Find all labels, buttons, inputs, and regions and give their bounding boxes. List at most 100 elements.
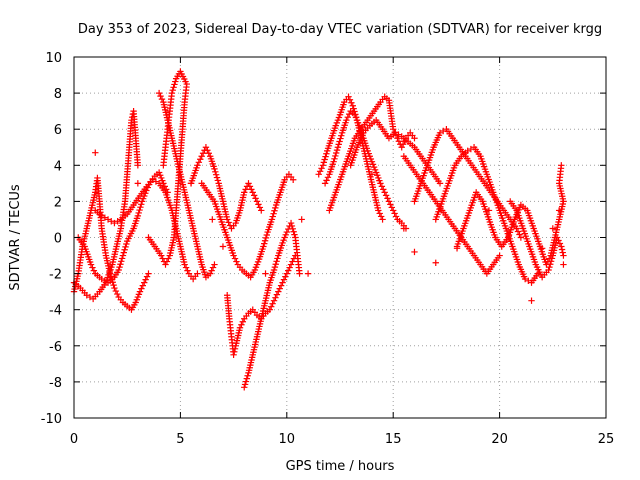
data-point: [283, 270, 290, 277]
data-point-fill: [208, 267, 215, 274]
outlier-point: [549, 225, 556, 232]
data-point-fill: [336, 138, 343, 145]
data-point-fill: [231, 348, 238, 356]
y-tick-label: 4: [54, 159, 62, 174]
data-point-fill: [250, 192, 258, 199]
data-point-fill: [136, 206, 143, 214]
data-point: [517, 234, 525, 241]
data-point-fill: [274, 255, 281, 262]
data-point: [268, 216, 276, 223]
data-point: [224, 216, 231, 223]
data-point: [558, 243, 565, 250]
data-point-fill: [514, 228, 522, 235]
data-point: [115, 266, 122, 274]
data-point: [390, 126, 397, 133]
data-point-fill: [387, 201, 394, 208]
data-point-fill: [143, 273, 151, 280]
data-point-fill: [399, 141, 407, 148]
data-point: [119, 252, 127, 259]
data-point-fill: [332, 149, 340, 157]
data-point: [513, 225, 520, 232]
y-tick-label: -6: [49, 340, 62, 355]
data-point-fill: [165, 255, 172, 262]
data-point: [321, 180, 329, 187]
data-point-fill: [277, 282, 285, 289]
data-point: [145, 270, 152, 277]
data-point: [315, 171, 322, 178]
data-point: [111, 284, 118, 292]
y-tick-label: 6: [54, 123, 62, 138]
data-point-fill: [204, 147, 211, 154]
outlier-point: [304, 270, 312, 277]
data-point: [87, 261, 95, 268]
data-point: [553, 234, 561, 241]
outlier-point: [432, 259, 439, 266]
data-point-fill: [333, 146, 341, 154]
data-point-fill: [380, 186, 387, 193]
x-tick-label: 15: [385, 432, 402, 447]
data-point-fill: [288, 222, 296, 230]
data-point-fill: [348, 99, 355, 106]
data-point-fill: [395, 138, 403, 145]
data-point: [136, 288, 144, 295]
data-point-fill: [120, 249, 127, 256]
data-point-fill: [332, 152, 339, 160]
data-point-fill: [272, 294, 279, 301]
data-point-fill: [123, 240, 130, 248]
data-point: [230, 351, 237, 359]
data-point: [283, 228, 290, 236]
data-point-fill: [231, 345, 239, 353]
data-point: [411, 135, 418, 142]
y-tick-label: -4: [49, 304, 62, 319]
data-point: [141, 279, 148, 286]
data-point-fill: [270, 210, 277, 217]
data-point-fill: [195, 159, 203, 166]
data-point: [245, 180, 252, 187]
data-point-fill: [271, 207, 278, 214]
data-point: [194, 270, 201, 277]
data-point-fill: [238, 321, 245, 328]
data-point-fill: [273, 291, 281, 298]
data-point-fill: [135, 209, 142, 217]
data-point-fill: [376, 210, 383, 217]
data-point: [349, 102, 356, 109]
data-point-fill: [248, 186, 255, 193]
data-point: [211, 261, 218, 268]
y-tick-label: 0: [54, 232, 62, 247]
y-axis-label: SDTVAR / TECUs: [8, 184, 23, 291]
y-tick-label: 2: [54, 195, 62, 210]
data-point-fill: [242, 186, 249, 193]
data-point-fill: [289, 258, 296, 265]
outlier-point: [134, 180, 142, 187]
data-point: [158, 252, 165, 259]
data-point: [260, 243, 267, 250]
data-point: [162, 261, 169, 268]
data-point: [379, 216, 386, 223]
y-tick-label: 8: [54, 87, 62, 102]
x-tick-label: 10: [279, 432, 296, 447]
data-point-fill: [282, 273, 289, 280]
data-point: [345, 93, 352, 100]
data-point-fill: [197, 156, 204, 163]
data-point: [230, 252, 237, 259]
data-point-fill: [548, 255, 556, 262]
data-point-fill: [159, 255, 166, 262]
data-point-fill: [214, 177, 222, 184]
data-point-fill: [316, 168, 324, 175]
data-point: [181, 261, 188, 268]
data-point-fill: [261, 240, 268, 247]
outlier-point: [453, 245, 461, 252]
data-point-fill: [276, 285, 283, 292]
axis-ticks: 0 5 10 15 20 25 -10 -8 -6 -4 -2 0 2 4 6 8 10: [41, 51, 615, 447]
y-tick-label: -8: [49, 376, 62, 391]
data-point: [390, 207, 397, 214]
y-tick-label: 10: [45, 51, 62, 66]
x-axis-label: GPS time / hours: [286, 459, 395, 474]
data-point-fill: [263, 231, 270, 239]
data-point-fill: [158, 95, 166, 103]
data-point-fill: [172, 78, 179, 85]
data-point-fill: [157, 92, 164, 100]
data-point-fill: [261, 237, 269, 244]
data-point-fill: [321, 156, 328, 163]
data-point-fill: [90, 267, 98, 274]
